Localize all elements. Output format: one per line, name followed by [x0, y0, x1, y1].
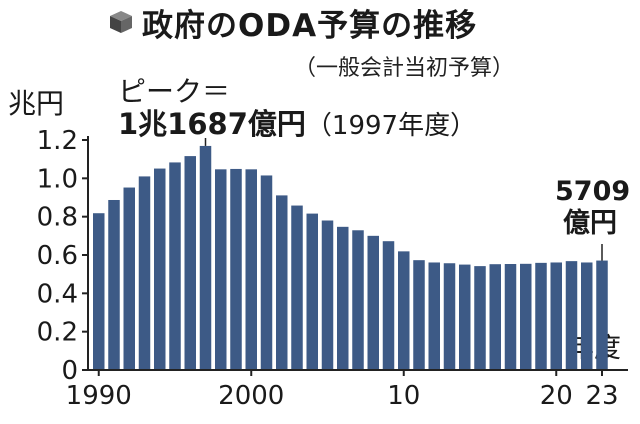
bar-1995	[169, 162, 181, 370]
bar-2000	[245, 169, 257, 370]
bar-2014	[459, 264, 471, 370]
y-ticks-group: 0 0.2 0.4 0.6 0.8 1.0 1.2	[37, 126, 88, 386]
peak-annotation-line1: ピーク＝	[118, 75, 231, 108]
y-tick-label: 0.2	[37, 318, 78, 348]
bar-1999	[230, 168, 242, 370]
peak-annotation: ピーク＝ 1兆1687億円（1997年度）	[118, 76, 476, 142]
bar-2021	[565, 261, 578, 370]
bar-2022	[581, 262, 593, 370]
bar-2009	[382, 241, 395, 370]
y-tick-label: 0.8	[37, 203, 78, 233]
x-tick-label-20: 20	[540, 381, 573, 411]
y-tick-label: 1.0	[37, 164, 78, 194]
chart-subtitle: （一般会計当初予算）	[294, 56, 515, 81]
chart-title: 政府のODA予算の推移	[142, 7, 478, 44]
bar-2013	[443, 263, 456, 370]
x-tick-label-10: 10	[387, 381, 420, 411]
y-tick-label: 0.6	[37, 241, 78, 271]
bar-1992	[123, 187, 135, 370]
bar-1996	[184, 156, 196, 370]
bar-1997	[199, 145, 212, 370]
bar-2010	[398, 251, 410, 370]
x-ticks-group: 1990 2000 10 20 23	[66, 370, 619, 411]
bar-2007	[352, 230, 364, 370]
y-tick-label: 1.2	[37, 126, 78, 156]
latest-value-number: 5709	[555, 176, 631, 207]
x-tick-label-2000: 2000	[218, 381, 284, 411]
title-block: 政府のODA予算の推移	[108, 2, 478, 44]
bar-1993	[138, 176, 151, 370]
bar-2011	[413, 260, 425, 370]
bar-1990	[93, 213, 105, 370]
bar-2020	[550, 262, 562, 370]
bar-2006	[337, 226, 349, 370]
bar-1991	[108, 199, 120, 370]
bar-2005	[321, 220, 334, 370]
peak-annotation-line2: 1兆1687億円（1997年度）	[118, 108, 476, 142]
y-axis-unit-label: 兆円	[8, 87, 65, 120]
bar-2003	[291, 205, 303, 370]
x-tick-label-23: 23	[585, 381, 618, 411]
bar-1994	[154, 168, 166, 370]
bar-2019	[535, 262, 547, 370]
bar-2002	[276, 195, 288, 370]
bar-1998	[215, 169, 227, 370]
leader-lines-group	[204, 138, 603, 261]
latest-value-annotation: 5709 億円	[555, 176, 631, 240]
bar-2017	[504, 264, 517, 370]
peak-annotation-year: （1997年度）	[305, 111, 477, 141]
bar-2023	[596, 260, 608, 370]
y-tick-label: 0.4	[37, 279, 78, 309]
x-tick-label-1990: 1990	[66, 381, 132, 411]
bar-2018	[520, 263, 532, 370]
bar-2016	[489, 264, 501, 370]
bar-2008	[367, 235, 379, 370]
bars-group	[93, 145, 608, 370]
latest-value-unit: 億円	[563, 208, 617, 239]
cube-icon	[110, 11, 132, 33]
bar-2004	[306, 213, 318, 370]
bar-2012	[428, 262, 440, 370]
bar-2015	[474, 266, 486, 370]
peak-annotation-value: 1兆1687億円	[118, 107, 306, 141]
y-tick-label: 0	[61, 356, 78, 386]
bar-2001	[260, 175, 273, 370]
